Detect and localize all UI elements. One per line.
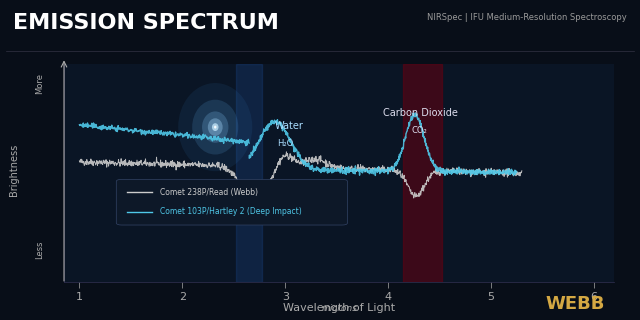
- Text: Comet 238P/Read (Webb): Comet 238P/Read (Webb): [160, 188, 259, 197]
- Text: Carbon Dioxide: Carbon Dioxide: [383, 108, 458, 117]
- Ellipse shape: [208, 118, 223, 136]
- Text: WEBB: WEBB: [545, 295, 605, 313]
- Text: H₂O: H₂O: [277, 139, 293, 148]
- Ellipse shape: [214, 126, 216, 129]
- Text: CO₂: CO₂: [412, 126, 428, 135]
- Ellipse shape: [192, 100, 238, 155]
- Bar: [236, 64, 262, 282]
- Text: More: More: [35, 73, 44, 94]
- X-axis label: Wavelength of Light: Wavelength of Light: [283, 303, 396, 313]
- FancyBboxPatch shape: [116, 179, 348, 225]
- Ellipse shape: [212, 123, 218, 131]
- Text: Comet 103P/Hartley 2 (Deep Impact): Comet 103P/Hartley 2 (Deep Impact): [160, 207, 302, 216]
- Bar: [403, 64, 442, 282]
- Text: Water: Water: [275, 121, 304, 131]
- Text: EMISSION SPECTRUM: EMISSION SPECTRUM: [13, 13, 278, 33]
- Text: microns: microns: [321, 304, 357, 313]
- Text: Brightness: Brightness: [9, 143, 19, 196]
- Text: Less: Less: [35, 240, 44, 259]
- Ellipse shape: [202, 111, 228, 143]
- Text: NIRSpec | IFU Medium-Resolution Spectroscopy: NIRSpec | IFU Medium-Resolution Spectros…: [428, 13, 627, 22]
- Ellipse shape: [178, 83, 252, 171]
